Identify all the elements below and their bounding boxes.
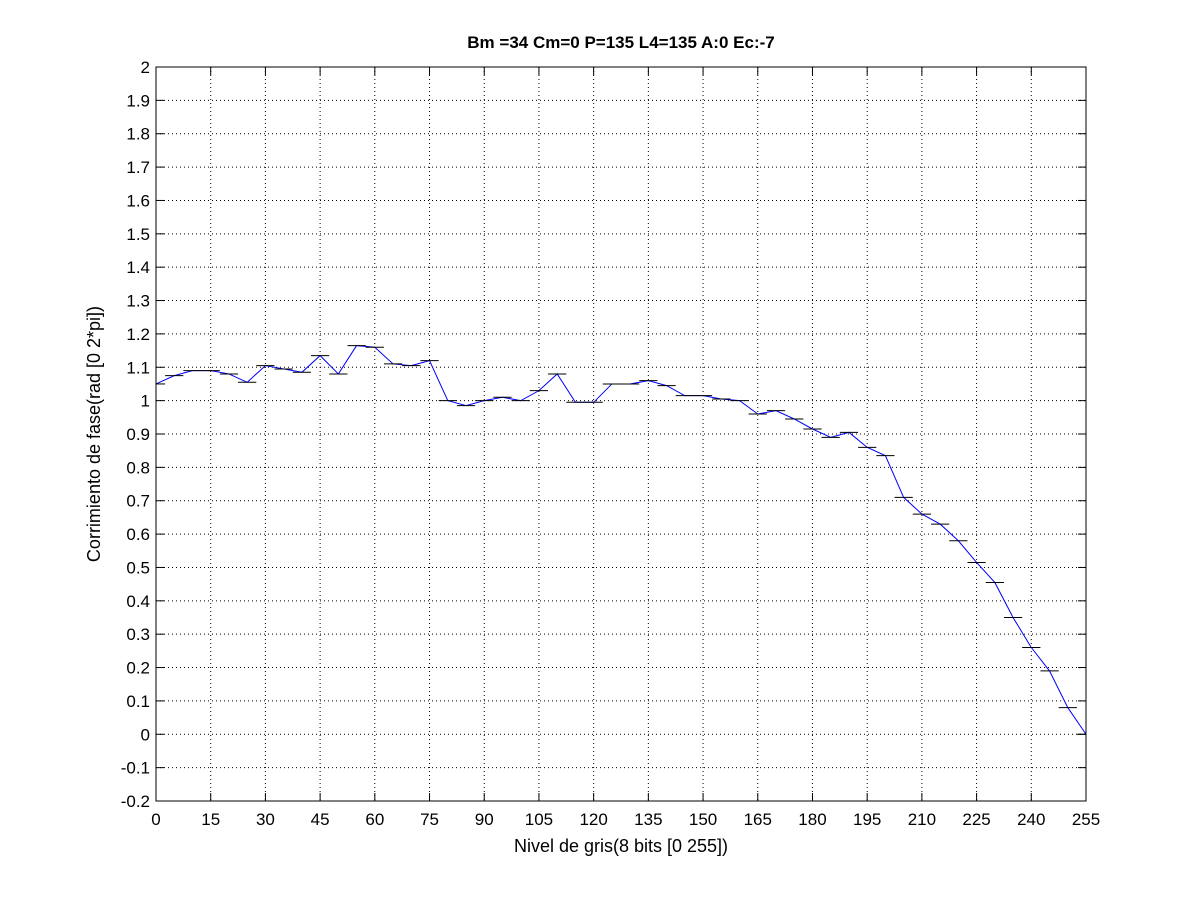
x-tick-label: 165	[744, 810, 772, 829]
chart-title: Bm =34 Cm=0 P=135 L4=135 A:0 Ec:-7	[467, 33, 774, 52]
y-tick-label: 0.5	[126, 558, 150, 577]
x-tick-label: 60	[365, 810, 384, 829]
y-tick-labels: -0.2 -0.1 0 0.1 0.2 0.3 0.4 0.5 0.6 0.7 0.8 0.9 1 1.1…	[121, 58, 150, 811]
x-tick-label: 0	[151, 810, 160, 829]
y-tick-label: -0.1	[121, 759, 150, 778]
y-tick-label: 0.8	[126, 458, 150, 477]
x-tick-label: 255	[1072, 810, 1100, 829]
x-tick-label: 45	[311, 810, 330, 829]
y-tick-label: 0.2	[126, 659, 150, 678]
y-tick-label: 0.9	[126, 425, 150, 444]
x-tick-label: 120	[579, 810, 607, 829]
y-tick-label: 0.4	[126, 592, 150, 611]
y-tick-label: 1.1	[126, 358, 150, 377]
x-axis-label: Nivel de gris(8 bits [0 255])	[514, 836, 728, 856]
y-tick-label: 1.2	[126, 325, 150, 344]
x-tick-label: 75	[420, 810, 439, 829]
x-tick-label: 225	[962, 810, 990, 829]
x-tick-label: 240	[1017, 810, 1045, 829]
x-tick-label: 15	[201, 810, 220, 829]
x-tick-label: 210	[908, 810, 936, 829]
y-tick-label: 0.6	[126, 525, 150, 544]
y-axis-label: Corrimiento de fase(rad [0 2*pi])	[84, 306, 104, 562]
y-tick-label: 1.9	[126, 91, 150, 110]
plot-frame	[155, 66, 1087, 802]
grid	[156, 67, 1086, 801]
x-tick-label: 135	[634, 810, 662, 829]
x-tick-label: 30	[256, 810, 275, 829]
y-tick-label: 2	[141, 58, 150, 77]
y-tick-label: 1.3	[126, 292, 150, 311]
x-tick-label: 105	[525, 810, 553, 829]
y-tick-label: 0	[141, 725, 150, 744]
y-tick-label: 1.7	[126, 158, 150, 177]
y-tick-label: 1	[141, 392, 150, 411]
y-tick-label: 1.5	[126, 225, 150, 244]
y-tick-label: 1.4	[126, 258, 150, 277]
x-tick-label: 90	[475, 810, 494, 829]
data-series	[155, 345, 1087, 735]
x-tick-label: 150	[689, 810, 717, 829]
x-tick-label: 180	[798, 810, 826, 829]
y-tick-label: 0.7	[126, 492, 150, 511]
y-tick-label: 0.3	[126, 625, 150, 644]
y-tick-label: 1.8	[126, 125, 150, 144]
y-tick-label: 0.1	[126, 692, 150, 711]
x-tick-label: 195	[853, 810, 881, 829]
y-tick-label: 1.6	[126, 191, 150, 210]
y-tick-label: -0.2	[121, 792, 150, 811]
x-tick-labels: 0 15 30 45 60 75 90 105 120 135 150 165 180 195 210 225…	[151, 810, 1100, 829]
